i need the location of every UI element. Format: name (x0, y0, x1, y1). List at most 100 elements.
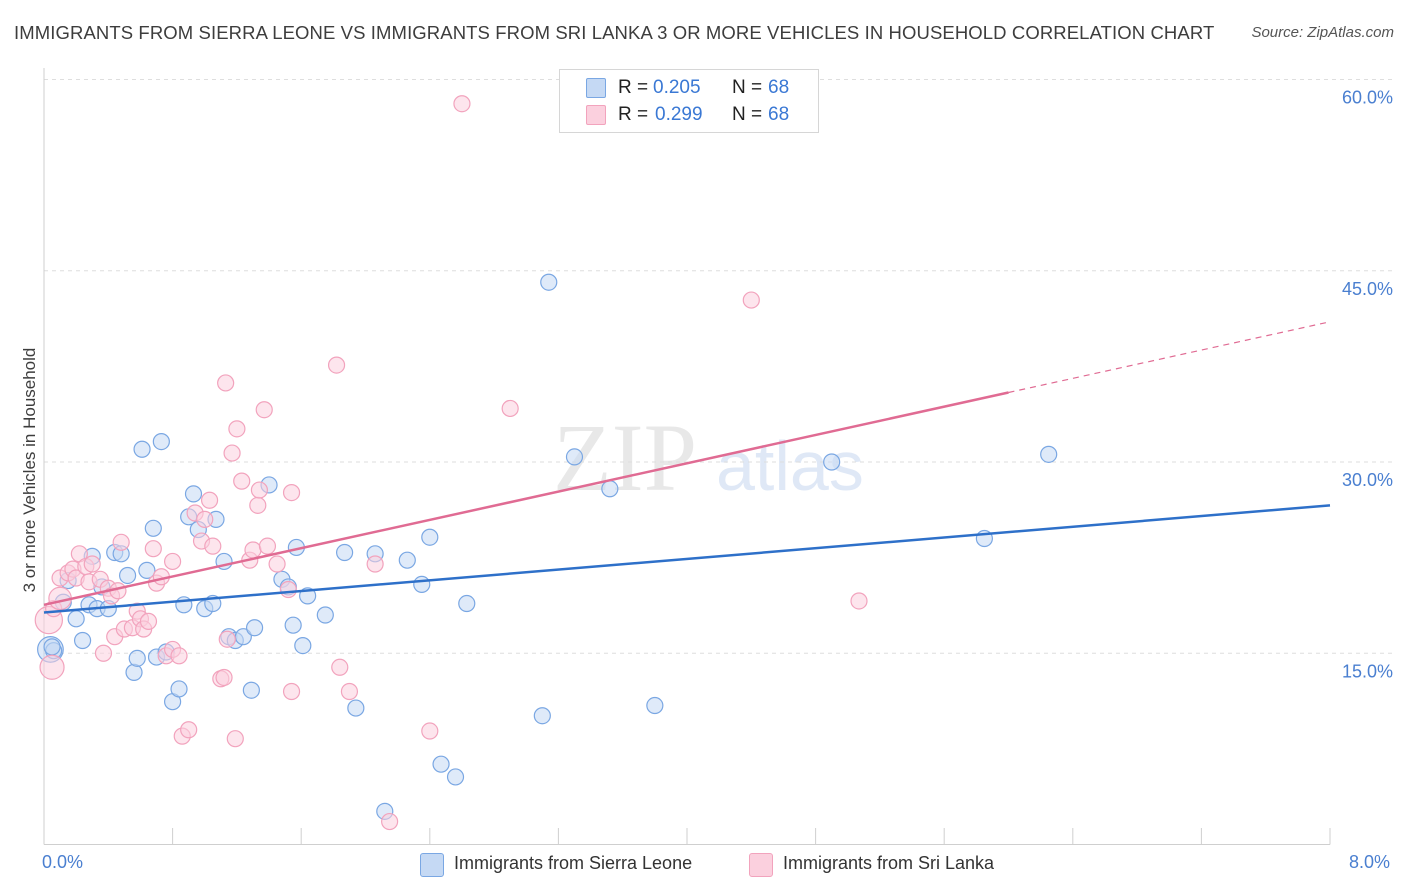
point-sri-lanka-65 (742, 291, 760, 309)
point-sri-lanka-40 (215, 668, 233, 687)
point-sri-lanka-49 (249, 496, 267, 514)
point-sri-lanka-18 (112, 533, 130, 551)
point-sri-lanka-1 (39, 654, 65, 680)
legend-r-value: 0.299 (655, 104, 703, 125)
point-sri-lanka-29 (164, 552, 182, 571)
series-legend: Immigrants from Sierra Leone Immigrants … (0, 852, 1406, 878)
point-sierra-leone-36 (242, 681, 260, 699)
legend-r-label: R = (618, 77, 649, 98)
series-label-sierra-leone: Immigrants from Sierra Leone (454, 853, 693, 873)
point-sri-lanka-45 (228, 420, 246, 438)
point-sri-lanka-58 (331, 658, 349, 676)
point-sierra-leone-18 (138, 561, 156, 579)
trend-line-sri-lanka (43, 391, 1009, 607)
point-sri-lanka-56 (282, 682, 301, 701)
point-sierra-leone-57 (540, 273, 558, 291)
point-sri-lanka-48 (244, 541, 262, 559)
point-sierra-leone-56 (533, 707, 551, 725)
point-sierra-leone-54 (446, 768, 465, 786)
y-axis-label: 3 or more Vehicles in Household (20, 347, 39, 593)
point-sierra-leone-50 (398, 551, 416, 569)
point-sri-lanka-55 (282, 484, 301, 502)
series-swatch-blue (420, 853, 444, 877)
point-sri-lanka-37 (200, 491, 219, 509)
point-sierra-leone-46 (336, 543, 354, 562)
legend-n-value: 68 (768, 77, 790, 98)
point-sierra-leone-61 (823, 453, 841, 471)
point-sri-lanka-13 (94, 644, 113, 662)
point-sri-lanka-50 (250, 481, 269, 499)
point-sierra-leone-63 (1040, 445, 1058, 463)
point-sri-lanka-31 (170, 647, 188, 665)
correlation-legend: R = 0.205 N = 68 R = 0.299 N = 68 (559, 69, 819, 133)
point-sierra-leone-47 (347, 699, 365, 717)
point-sierra-leone-55 (458, 594, 476, 613)
legend-n-value: 68 (768, 104, 790, 125)
legend-swatch-blue (586, 78, 606, 98)
point-sri-lanka-44 (226, 730, 244, 748)
point-sierra-leone-60 (646, 696, 664, 715)
point-sri-lanka-63 (453, 95, 471, 113)
legend-n-label: N = (732, 104, 763, 125)
point-sri-lanka-42 (218, 630, 236, 648)
point-sierra-leone-59 (601, 480, 619, 498)
point-sri-lanka-24 (139, 612, 158, 630)
point-sierra-leone-19 (144, 519, 162, 537)
point-sri-lanka-46 (233, 472, 251, 490)
y-tick-label-2: 45.0% (1342, 279, 1393, 299)
point-sri-lanka-59 (340, 682, 359, 701)
point-sierra-leone-16 (128, 649, 146, 667)
x-tick-label-min: 0.0% (42, 852, 84, 872)
point-sri-lanka-43 (223, 444, 241, 462)
chart-source: Source: ZipAtlas.com (1251, 24, 1394, 41)
y-tick-labels: 15.0% 30.0% 45.0% 60.0% (1342, 88, 1393, 682)
x-tick-label-max: 8.0% (1349, 852, 1391, 872)
point-sri-lanka-33 (180, 721, 198, 739)
watermark-atlas: atlas (716, 427, 864, 505)
point-sri-lanka-51 (255, 401, 273, 419)
legend-n-label: N = (732, 77, 763, 98)
point-sierra-leone-53 (432, 755, 450, 773)
point-sierra-leone-21 (152, 433, 170, 451)
point-sri-lanka-11 (83, 555, 101, 573)
point-sierra-leone-24 (170, 680, 188, 698)
point-sri-lanka-36 (196, 510, 214, 528)
point-sierra-leone-2 (43, 638, 61, 656)
point-sierra-leone-52 (421, 528, 439, 546)
legend-r-value: 0.205 (653, 77, 701, 98)
point-sierra-leone-41 (284, 616, 302, 634)
y-tick-label-0: 15.0% (1342, 661, 1393, 681)
point-sri-lanka-61 (381, 812, 399, 831)
point-sierra-leone-5 (67, 610, 85, 628)
point-sri-lanka-62 (421, 722, 439, 740)
point-sierra-leone-37 (245, 619, 264, 637)
point-sierra-leone-6 (73, 631, 92, 650)
trend-lines (43, 321, 1331, 614)
point-sri-lanka-53 (268, 555, 286, 573)
point-sri-lanka-25 (144, 540, 162, 558)
axes (43, 68, 1331, 845)
point-sierra-leone-14 (118, 566, 137, 585)
legend-r-label: R = (618, 104, 649, 125)
point-sri-lanka-41 (217, 374, 235, 392)
point-sierra-leone-45 (316, 606, 334, 624)
chart-title: IMMIGRANTS FROM SIERRA LEONE VS IMMIGRAN… (14, 22, 1215, 43)
trend-line-sri-lanka-extension (1008, 321, 1331, 394)
trend-line-sierra-leone (43, 504, 1331, 614)
point-sierra-leone-15 (125, 663, 143, 681)
point-sri-lanka-52 (258, 537, 277, 555)
point-sri-lanka-66 (850, 592, 868, 610)
point-sierra-leone-51 (413, 575, 431, 594)
point-sierra-leone-27 (184, 485, 203, 503)
legend-swatch-pink (586, 105, 606, 125)
point-sierra-leone-43 (294, 636, 312, 655)
point-sri-lanka-38 (204, 537, 222, 555)
data-points (34, 95, 1058, 831)
point-sierra-leone-58 (565, 448, 584, 466)
series-swatch-pink (749, 853, 773, 877)
point-sri-lanka-60 (366, 555, 384, 573)
point-sri-lanka-54 (279, 580, 297, 599)
point-sri-lanka-64 (501, 399, 519, 418)
series-label-sri-lanka: Immigrants from Sri Lanka (783, 853, 995, 873)
